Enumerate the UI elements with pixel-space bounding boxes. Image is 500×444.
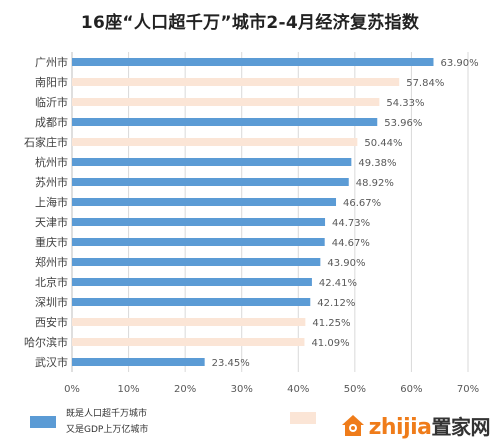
category-label: 南阳市: [35, 75, 68, 89]
legend-swatch-blue: [30, 416, 56, 428]
bar-value-label: 23.45%: [212, 358, 250, 369]
category-label: 重庆市: [35, 235, 68, 249]
bar: [72, 58, 434, 66]
bar-value-label: 48.92%: [356, 178, 394, 189]
x-tick-label: 20%: [174, 384, 196, 395]
watermark-text: zhijia置家网: [368, 411, 491, 440]
bar: [72, 198, 337, 206]
bar-value-label: 41.25%: [312, 318, 350, 329]
bar: [72, 318, 306, 326]
legend-item-peach: [290, 412, 326, 424]
x-tick-label: 10%: [117, 384, 139, 395]
bar-value-label: 50.44%: [364, 138, 402, 149]
x-tick-label: 60%: [400, 384, 422, 395]
x-tick-label: 30%: [231, 384, 253, 395]
category-label: 石家庄市: [24, 135, 68, 149]
chart-title: 16座“人口超千万”城市2-4月经济复苏指数: [80, 13, 420, 33]
bar: [72, 78, 400, 86]
category-label: 哈尔滨市: [24, 335, 68, 349]
legend-label-blue-line1: 既是人口超千万城市: [66, 409, 148, 419]
bar-value-label: 42.12%: [317, 298, 355, 309]
x-tick-labels: 0% 10% 20% 30% 40% 50% 60% 70%: [64, 384, 479, 395]
x-tick-label: 0%: [64, 384, 80, 395]
bar: [72, 358, 205, 366]
category-label: 郑州市: [35, 255, 68, 269]
category-label: 深圳市: [35, 295, 68, 309]
category-label: 临沂市: [35, 95, 68, 109]
bar-value-label: 44.73%: [332, 218, 370, 229]
value-labels: 63.90% 57.84% 54.33% 53.96% 50.44% 49.38% 48.9…: [212, 58, 479, 369]
category-label: 武汉市: [35, 355, 68, 369]
legend-item-blue: 既是人口超千万城市 又是GDP上万亿城市: [30, 406, 148, 438]
category-labels: 广州市南阳市临沂市成都市石家庄市杭州市苏州市上海市天津市重庆市郑州市北京市深圳市…: [24, 55, 68, 369]
bar-value-label: 63.90%: [440, 58, 478, 69]
bar: [72, 138, 358, 146]
category-label: 广州市: [35, 55, 68, 69]
category-label: 北京市: [35, 275, 68, 289]
category-label: 杭州市: [35, 155, 68, 169]
bar-value-label: 44.67%: [332, 238, 370, 249]
bars: [72, 58, 434, 366]
watermark: zhijia置家网: [337, 411, 492, 440]
bar-value-label: 49.38%: [358, 158, 396, 169]
bar-value-label: 53.96%: [384, 118, 422, 129]
bar-value-label: 41.09%: [311, 338, 349, 349]
legend-label-blue: 既是人口超千万城市 又是GDP上万亿城市: [66, 406, 148, 438]
bar-value-label: 54.33%: [386, 98, 424, 109]
legend-label-blue-line2: 又是GDP上万亿城市: [66, 425, 149, 435]
watermark-latin: zhijia: [368, 415, 432, 440]
bar: [72, 98, 380, 106]
bar-value-label: 57.84%: [406, 78, 444, 89]
category-label: 西安市: [35, 315, 68, 329]
x-tick-label: 40%: [287, 384, 309, 395]
bar-value-label: 46.67%: [343, 198, 381, 209]
bar: [72, 258, 321, 266]
bar-value-label: 42.41%: [319, 278, 357, 289]
watermark-cn: 置家网: [431, 415, 491, 439]
bar: [72, 298, 311, 306]
logo-icon: [341, 414, 364, 436]
bar: [72, 238, 325, 246]
bar: [72, 338, 305, 346]
bar: [72, 178, 349, 186]
x-tick-label: 70%: [457, 384, 479, 395]
bar: [72, 278, 312, 286]
bar: [72, 118, 378, 126]
category-label: 成都市: [35, 115, 68, 129]
category-label: 苏州市: [35, 175, 68, 189]
bar-value-label: 43.90%: [327, 258, 365, 269]
x-tick-label: 50%: [344, 384, 366, 395]
category-label: 上海市: [35, 195, 68, 209]
bar: [72, 218, 326, 226]
bar: [72, 158, 352, 166]
legend-swatch-peach: [290, 412, 316, 424]
category-label: 天津市: [35, 215, 68, 229]
